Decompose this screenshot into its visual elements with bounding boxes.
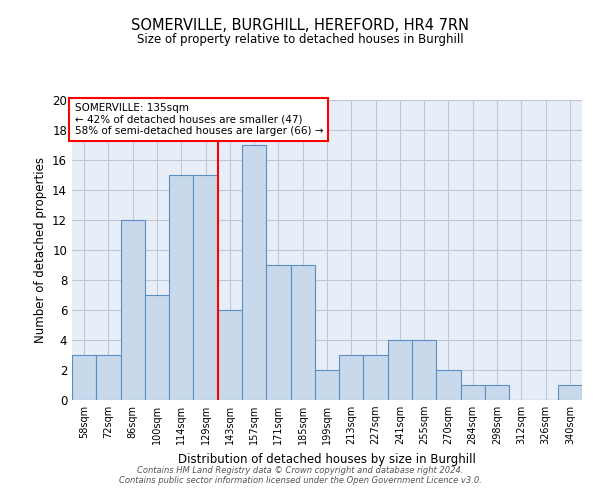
Y-axis label: Number of detached properties: Number of detached properties bbox=[34, 157, 47, 343]
Bar bbox=[242, 145, 266, 400]
Text: Size of property relative to detached houses in Burghill: Size of property relative to detached ho… bbox=[137, 32, 463, 46]
Bar bbox=[266, 265, 290, 400]
Text: SOMERVILLE, BURGHILL, HEREFORD, HR4 7RN: SOMERVILLE, BURGHILL, HEREFORD, HR4 7RN bbox=[131, 18, 469, 32]
Bar bbox=[290, 265, 315, 400]
Bar bbox=[121, 220, 145, 400]
Bar bbox=[96, 355, 121, 400]
Bar bbox=[193, 175, 218, 400]
Text: SOMERVILLE: 135sqm
← 42% of detached houses are smaller (47)
58% of semi-detache: SOMERVILLE: 135sqm ← 42% of detached hou… bbox=[74, 103, 323, 136]
Bar bbox=[339, 355, 364, 400]
Bar bbox=[72, 355, 96, 400]
Bar bbox=[218, 310, 242, 400]
Bar bbox=[145, 295, 169, 400]
Bar bbox=[558, 385, 582, 400]
Bar bbox=[315, 370, 339, 400]
Bar bbox=[412, 340, 436, 400]
Bar bbox=[364, 355, 388, 400]
Bar bbox=[436, 370, 461, 400]
Bar bbox=[485, 385, 509, 400]
X-axis label: Distribution of detached houses by size in Burghill: Distribution of detached houses by size … bbox=[178, 452, 476, 466]
Text: Contains HM Land Registry data © Crown copyright and database right 2024.
Contai: Contains HM Land Registry data © Crown c… bbox=[119, 466, 481, 485]
Bar bbox=[388, 340, 412, 400]
Bar bbox=[169, 175, 193, 400]
Bar bbox=[461, 385, 485, 400]
